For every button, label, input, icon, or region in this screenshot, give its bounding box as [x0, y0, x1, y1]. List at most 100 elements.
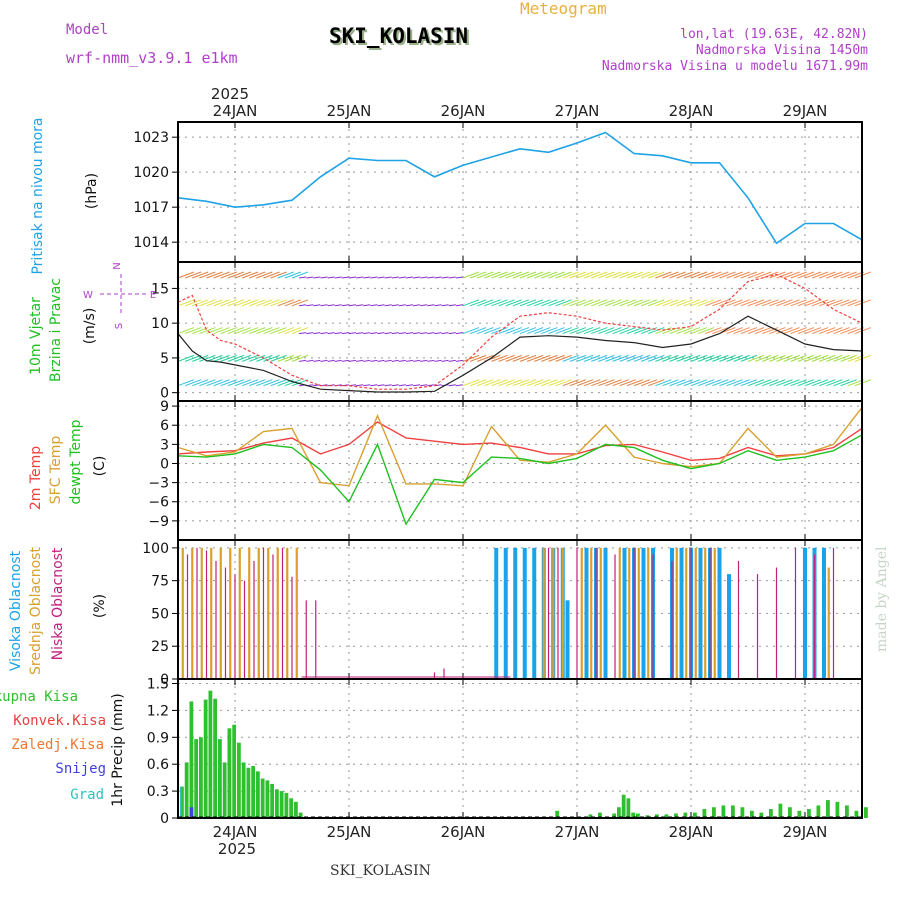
wind-barb [498, 354, 515, 362]
precip-bar [835, 801, 840, 818]
wind-barb [384, 332, 392, 335]
wind-barb [648, 379, 665, 387]
wind-barb [840, 379, 857, 387]
y-tick-label: 0.6 [147, 757, 169, 773]
wind-barb [697, 354, 715, 362]
wind-barb [811, 299, 829, 307]
wind-barb [469, 299, 487, 307]
wind-barb [234, 271, 252, 279]
precip-bar [631, 812, 636, 818]
wind-barb [598, 327, 615, 335]
precip-legend-item: Snijeg [55, 761, 106, 777]
wind-barb [512, 379, 530, 387]
mid-cloud-bar [191, 547, 194, 679]
y-tick-label: 0 [160, 672, 169, 688]
low-cloud-bar [709, 547, 711, 679]
wind-barb [427, 359, 435, 362]
wind-barb [548, 327, 565, 335]
wind-barb [348, 359, 357, 362]
wind-barb [270, 379, 287, 387]
mid-cloud-bar [276, 547, 279, 679]
wind-barb [256, 327, 273, 335]
wind-barb [377, 384, 385, 387]
wind-barb [754, 299, 772, 307]
wind-barb [405, 304, 414, 307]
wind-barb [662, 354, 679, 362]
wind-barb [555, 271, 572, 279]
wind-barb [633, 271, 651, 279]
wind-barb [626, 299, 644, 307]
wind-barb [299, 276, 307, 279]
wind-barb [819, 299, 836, 307]
wind-barb [705, 299, 722, 307]
wind-barb [790, 271, 807, 279]
compass-west: W [83, 290, 93, 301]
wind-barb [576, 271, 594, 279]
wind-barb [405, 332, 414, 335]
wind-ylabel-2: Brzina i Pravac [48, 278, 64, 382]
low-cloud-bar [315, 600, 317, 679]
wind-barb [662, 299, 679, 307]
wind-barb [705, 271, 722, 279]
compass-south: S [114, 323, 125, 329]
wind-barb [505, 354, 522, 362]
wind-barb [398, 276, 406, 279]
wind-barb [384, 384, 392, 387]
wind-barb [270, 271, 287, 279]
y-tick-label: 0.3 [147, 784, 169, 800]
hail-bar [180, 786, 182, 818]
wind-barb [719, 271, 736, 279]
temp-dewpt-line [177, 434, 863, 526]
wind-barb [840, 327, 857, 335]
wind-barb [819, 271, 836, 279]
wind-barb [705, 354, 722, 362]
low-cloud-bar [576, 547, 578, 679]
precip-bar [598, 812, 602, 818]
wind-barb [576, 327, 594, 335]
wind-barb [648, 299, 665, 307]
wind-barb [512, 354, 530, 362]
mid-cloud-bar [210, 547, 213, 679]
cloud-panel: 0 25 50 75 100 [142, 539, 863, 688]
wind-barb [534, 299, 551, 307]
wind-barb [583, 379, 601, 387]
wind-barb [249, 299, 266, 307]
wind-barb [334, 359, 342, 362]
wind-barb [177, 299, 195, 307]
low-cloud-bar [614, 554, 616, 679]
wind-barb [519, 354, 537, 362]
low-cloud-bar [234, 574, 236, 679]
compass-north: N [112, 262, 123, 269]
cloud-ylabel-low: Niska Oblacnost [50, 547, 66, 660]
wind-barb [712, 271, 729, 279]
wind-barb [690, 379, 708, 387]
wind-barb [320, 276, 328, 279]
wind-barb [562, 299, 579, 307]
wind-barb [469, 379, 487, 387]
precip-bar [712, 807, 716, 818]
wind-barb [177, 354, 195, 362]
wind-barb [241, 379, 259, 387]
wind-barb [833, 299, 850, 307]
y-tick-label: 0 [160, 386, 169, 402]
precip-bar [208, 690, 213, 818]
precip-bar [246, 767, 251, 818]
wind-barb [562, 271, 579, 279]
wind-barb [797, 327, 815, 335]
wind-barb [398, 359, 406, 362]
wind-barb [206, 327, 223, 335]
wind-barb [534, 327, 551, 335]
precip-bar [702, 809, 707, 818]
wind-barb [420, 359, 428, 362]
wind-barb [712, 299, 729, 307]
top-day-label: 29JAN [783, 102, 828, 120]
wind-barb [498, 299, 515, 307]
precipitation-panel: 0 0.3 0.6 0.9 1.2 1.5 [147, 676, 868, 827]
footer-station: SKI_KOLASIN [330, 863, 431, 879]
high-cloud-bar [727, 574, 731, 679]
wind-barb [519, 299, 537, 307]
bottom-day-label: 24JAN [213, 823, 258, 841]
wind-barb [726, 354, 743, 362]
wind-barb [555, 379, 572, 387]
wind-barb [398, 332, 406, 335]
